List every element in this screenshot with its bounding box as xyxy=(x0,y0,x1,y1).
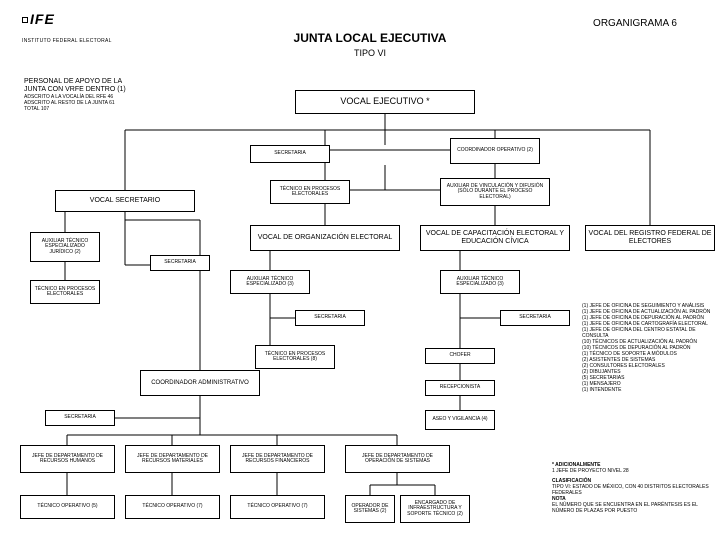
node-coord_operativo: COORDINADOR OPERATIVO (2) xyxy=(450,138,540,164)
page-title: JUNTA LOCAL EJECUTIVA xyxy=(240,30,500,48)
notes-top: PERSONAL DE APOYO DE LA JUNTA CON VRFE D… xyxy=(22,70,212,120)
node-tec_op_7b: TÉCNICO OPERATIVO (7) xyxy=(230,495,325,519)
logo-block: IFE INSTITUTO FEDERAL ELECTORAL xyxy=(20,12,180,46)
node-jefe_mat: JEFE DE DEPARTAMENTO DE RECURSOS MATERIA… xyxy=(125,445,220,473)
node-aux_tec_esp_org: AUXILIAR TÉCNICO ESPECIALIZADO (3) xyxy=(230,270,310,294)
node-vocal_ejecutivo: VOCAL EJECUTIVO * xyxy=(295,90,475,114)
footnotes: * ADICIONALMENTE 1 JEFE DE PROYECTO NIVE… xyxy=(550,445,715,530)
node-vocal_org: VOCAL DE ORGANIZACIÓN ELECTORAL xyxy=(250,225,400,251)
node-enc_infra: ENCARGADO DE INFRAESTRUCTURA Y SOPORTE T… xyxy=(400,495,470,523)
node-secretaria_cap: SECRETARIA xyxy=(500,310,570,326)
logo-main: IFE xyxy=(30,11,55,27)
node-jefe_sis: JEFE DE DEPARTAMENTO DE OPERACIÓN DE SIS… xyxy=(345,445,450,473)
logo-sub: INSTITUTO FEDERAL ELECTORAL xyxy=(22,38,112,44)
node-aux_vinc: AUXILIAR DE VINCULACIÓN Y DIFUSIÓN (SÓLO… xyxy=(440,178,550,206)
node-aux_tec_esp_cap: AUXILIAR TÉCNICO ESPECIALIZADO (3) xyxy=(440,270,520,294)
node-jefe_fin: JEFE DE DEPARTAMENTO DE RECURSOS FINANCI… xyxy=(230,445,325,473)
node-vocal_cap: VOCAL DE CAPACITACIÓN ELECTORAL Y EDUCAC… xyxy=(420,225,570,251)
node-tec_proc_elec_top: TÉCNICO EN PROCESOS ELECTORALES xyxy=(270,180,350,204)
node-op_sis_2: OPERADOR DE SISTEMAS (2) xyxy=(345,495,395,523)
node-recepcionista: RECEPCIONISTA xyxy=(425,380,495,396)
node-tec_op_7a: TÉCNICO OPERATIVO (7) xyxy=(125,495,220,519)
node-vocal_rfe: VOCAL DEL REGISTRO FEDERAL DE ELECTORES xyxy=(585,225,715,251)
node-aseo: ASEO Y VIGILANCIA (4) xyxy=(425,410,495,430)
node-vocal_secretario: VOCAL SECRETARIO xyxy=(55,190,195,212)
node-chofer: CHOFER xyxy=(425,348,495,364)
node-tec_proc_elec_8: TÉCNICO EN PROCESOS ELECTORALES (8) xyxy=(255,345,335,369)
node-coord_admin: COORDINADOR ADMINISTRATIVO xyxy=(140,370,260,396)
page-label: ORGANIGRAMA 6 xyxy=(560,16,710,30)
node-secretaria_org: SECRETARIA xyxy=(295,310,365,326)
rfe-list: (1) JEFE DE OFICINA DE SEGUIMIENTO Y ANÁ… xyxy=(580,263,715,433)
node-secretaria1: SECRETARIA xyxy=(250,145,330,163)
node-secretaria2: SECRETARIA xyxy=(150,255,210,271)
node-aux_tec_jur: AUXILIAR TÉCNICO ESPECIALIZADO JURÍDICO … xyxy=(30,232,100,262)
page-subtitle: TIPO VI xyxy=(240,48,500,60)
node-tec_op_5: TÉCNICO OPERATIVO (5) xyxy=(20,495,115,519)
node-tec_proc_elec_vs: TÉCNICO EN PROCESOS ELECTORALES xyxy=(30,280,100,304)
node-jefe_rh: JEFE DE DEPARTAMENTO DE RECURSOS HUMANOS xyxy=(20,445,115,473)
node-secretaria_adm: SECRETARIA xyxy=(45,410,115,426)
